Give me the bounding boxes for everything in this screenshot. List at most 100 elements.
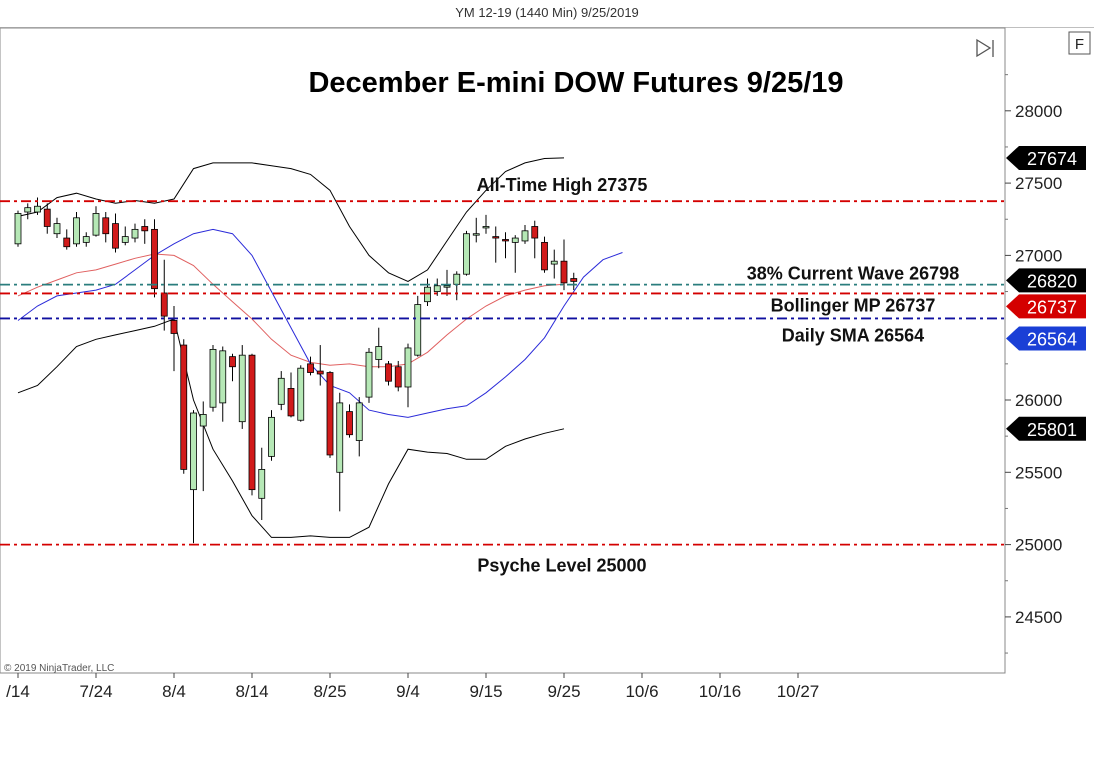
y-tick-label: 25500 [1015,463,1062,482]
candle-body-down [570,278,578,282]
candle-body-down [531,226,539,239]
x-tick-label: 10/6 [625,682,658,701]
candle [199,401,207,492]
candle [443,269,451,296]
candle [375,327,383,369]
x-tick-label: 8/4 [162,682,186,701]
candle [92,206,100,237]
candle [209,345,217,412]
candle-body-up [14,213,22,245]
y-tick-label: 26000 [1015,391,1062,410]
candle-body-down [151,228,158,290]
candle-body-down [326,372,334,456]
price-marker-bg [1006,145,1086,170]
candle-body-down [560,260,568,284]
candle [258,447,266,521]
play-end-icon [976,38,992,58]
y-tick-label: 27500 [1015,174,1062,193]
candle [219,346,227,422]
price-marker: 25801 [1006,416,1086,441]
f-button[interactable]: F [1068,31,1091,55]
instrument-title: YM 12-19 (1440 Min) 9/25/2019 [455,5,639,20]
candle-body-up [472,233,480,236]
candle-body-down [63,237,71,248]
candle [180,339,188,474]
candle-body-up [355,402,363,441]
candle-body-up [521,230,529,242]
candle-body-down [492,236,500,239]
candle-body-up [131,228,139,239]
candle-body-down [170,320,178,334]
candle [346,404,353,438]
chart-title: December E-mini DOW Futures 9/25/19 [308,67,843,99]
candle-body-up [414,304,422,356]
candle [511,235,519,273]
price-marker-label: 26820 [1027,271,1077,291]
level-label: All-Time High 27375 [477,175,648,195]
candle-body-down [394,366,402,388]
x-tick-label: /14 [6,682,30,701]
level-label: 38% Current Wave 26798 [747,264,959,284]
candle-body-up [209,348,217,408]
candle-body-down [541,241,548,271]
candle-body-down [102,217,110,235]
y-tick-label: 24500 [1015,608,1062,627]
level-label: Psyche Level 25000 [477,556,646,576]
candle-body-up [404,347,412,388]
candle [316,345,324,386]
candle [541,236,548,273]
price-marker-bg [1006,326,1086,351]
y-tick-label: 28000 [1015,102,1062,121]
candle [63,229,71,250]
candle-body-up [336,402,344,473]
price-marker-label: 26564 [1027,329,1077,349]
candle-body-up [73,217,80,245]
candle-body-down [141,226,149,232]
candle [131,223,139,243]
candle [277,371,285,411]
candle [326,371,334,458]
candle-body-down [346,411,353,436]
candle-body-up [92,213,100,236]
candle [43,203,51,234]
candle-body-up [482,226,490,229]
candle-body-down [180,344,188,470]
candle-body-up [82,236,90,243]
candle [550,249,558,279]
candle-body-up [199,414,207,427]
price-marker-bg [1006,416,1086,441]
f-button-label: F [1075,36,1084,53]
candle-body-up [219,350,227,404]
candle [355,397,363,457]
candle-body-up [190,412,197,491]
candle-body-up [511,237,519,243]
candle [121,226,129,246]
price-marker-bg [1006,294,1086,319]
candle [14,210,22,247]
candle [492,226,500,263]
plot-area [0,27,1006,674]
price-marker-label: 27674 [1027,149,1077,169]
candle [112,213,119,253]
level-label: Bollinger MP 26737 [771,295,936,315]
y-tick-label: 27000 [1015,246,1062,265]
candle-body-up [443,285,451,288]
candle [385,360,392,386]
scroll-to-end-button[interactable] [974,37,998,59]
candle-body-up [375,346,383,360]
level-label: Daily SMA 26564 [782,325,924,345]
candle [73,212,80,247]
candle [24,203,32,220]
price-marker: 26737 [1006,294,1086,319]
candle-body-down [502,239,509,242]
candle-body-up [365,351,373,398]
candle [414,295,422,357]
candle [394,360,402,392]
candle-body-down [112,223,119,249]
bollinger-lower-line [17,318,565,538]
candle [297,365,305,422]
candle-body-up [34,205,41,213]
candle-body-up [424,286,431,303]
candle [229,353,236,382]
